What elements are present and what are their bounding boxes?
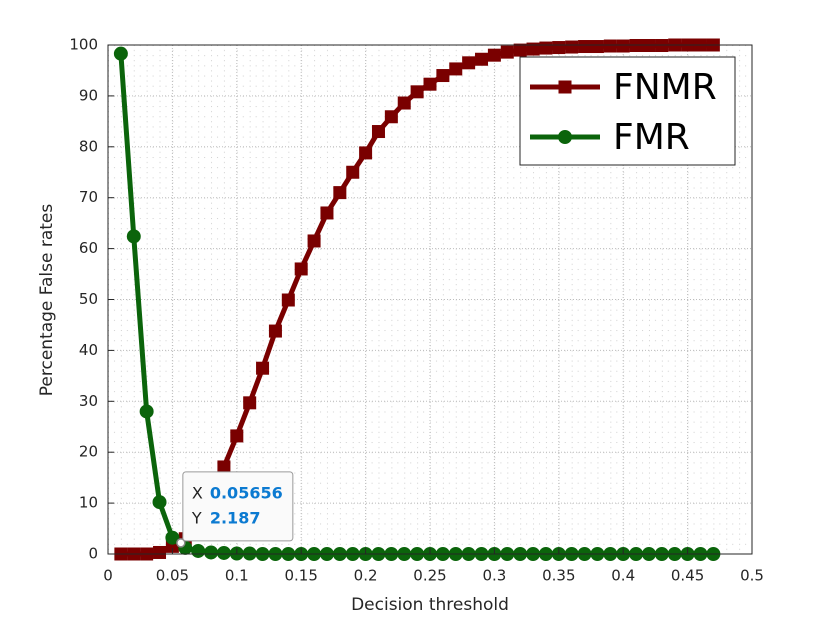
x-tick-label: 0.25 xyxy=(413,567,446,585)
marker xyxy=(397,96,411,110)
marker xyxy=(346,165,360,179)
x-tick-label: 0.3 xyxy=(482,567,506,585)
x-tick-label: 0.45 xyxy=(671,567,704,585)
y-tick-label: 80 xyxy=(79,137,98,155)
y-tick-label: 50 xyxy=(79,290,98,308)
x-tick-label: 0.35 xyxy=(542,567,575,585)
datatip-x-value: 0.05656 xyxy=(210,483,283,502)
marker xyxy=(126,229,141,244)
y-tick-label: 60 xyxy=(79,239,98,257)
marker xyxy=(217,460,231,474)
marker xyxy=(642,39,656,53)
legend-label: FNMR xyxy=(613,67,717,108)
marker xyxy=(655,39,669,53)
datatip-box xyxy=(182,471,294,542)
marker xyxy=(243,396,257,410)
marker xyxy=(371,125,385,139)
marker xyxy=(152,495,167,510)
x-axis-label: Decision threshold xyxy=(351,595,509,615)
x-tick-label: 0.1 xyxy=(225,567,249,585)
marker xyxy=(281,293,295,307)
x-tick-label: 0.2 xyxy=(354,567,378,585)
marker xyxy=(603,39,617,53)
marker xyxy=(500,45,514,59)
x-tick-label: 0.4 xyxy=(611,567,635,585)
marker xyxy=(513,43,527,57)
datatip-x-label: X xyxy=(192,483,203,502)
marker xyxy=(462,56,476,70)
marker xyxy=(216,545,231,560)
y-tick-label: 70 xyxy=(79,188,98,206)
datatip-y-label: Y xyxy=(191,508,202,527)
marker xyxy=(423,77,437,91)
datatip: X 0.05656 Y 2.187 xyxy=(176,471,294,548)
x-tick-label: 0.5 xyxy=(740,567,764,585)
marker xyxy=(590,40,604,54)
marker xyxy=(165,530,180,545)
marker xyxy=(616,39,630,53)
y-tick-label: 30 xyxy=(79,392,98,410)
x-tick-label: 0.15 xyxy=(284,567,317,585)
axes: 0 0.05 0.1 0.15 0.2 0.25 0.3 0.35 0.4 0.45 0.5 0 10 2… xyxy=(69,36,764,585)
legend: FNMR FMR xyxy=(519,56,736,166)
marker xyxy=(307,234,321,248)
marker xyxy=(242,546,257,561)
y-tick-label: 40 xyxy=(79,341,98,359)
y-tick-label: 10 xyxy=(79,494,98,512)
marker xyxy=(487,48,501,62)
marker xyxy=(230,429,244,443)
marker xyxy=(410,85,424,99)
legend-box xyxy=(519,56,736,166)
marker xyxy=(565,40,579,54)
marker xyxy=(320,206,334,220)
marker xyxy=(153,545,167,559)
marker xyxy=(139,404,154,419)
y-axis-label: Percentage False rates xyxy=(37,204,57,397)
x-tick-label: 0.05 xyxy=(156,567,189,585)
marker xyxy=(558,80,572,94)
marker xyxy=(359,146,373,160)
marker xyxy=(449,62,463,76)
marker xyxy=(578,40,592,54)
marker xyxy=(475,52,489,66)
marker xyxy=(558,130,572,144)
datatip-y-value: 2.187 xyxy=(210,508,261,527)
axes-box xyxy=(107,44,753,555)
y-tick-label: 0 xyxy=(88,545,98,563)
marker xyxy=(436,69,450,83)
marker xyxy=(539,41,553,55)
marker xyxy=(629,39,643,53)
marker xyxy=(526,42,540,56)
marker xyxy=(333,186,347,200)
marker xyxy=(113,46,128,61)
marker xyxy=(294,262,308,276)
y-tick-label: 20 xyxy=(79,443,98,461)
marker xyxy=(552,41,566,55)
marker xyxy=(204,545,219,560)
marker xyxy=(268,324,282,338)
marker xyxy=(384,110,398,124)
legend-label: FMR xyxy=(613,117,690,158)
y-tick-label: 90 xyxy=(79,86,98,104)
marker xyxy=(256,361,270,375)
y-tick-label: 100 xyxy=(69,36,98,54)
datatip-marker xyxy=(176,538,186,548)
x-tick-label: 0 xyxy=(103,567,113,585)
marker xyxy=(191,543,206,558)
